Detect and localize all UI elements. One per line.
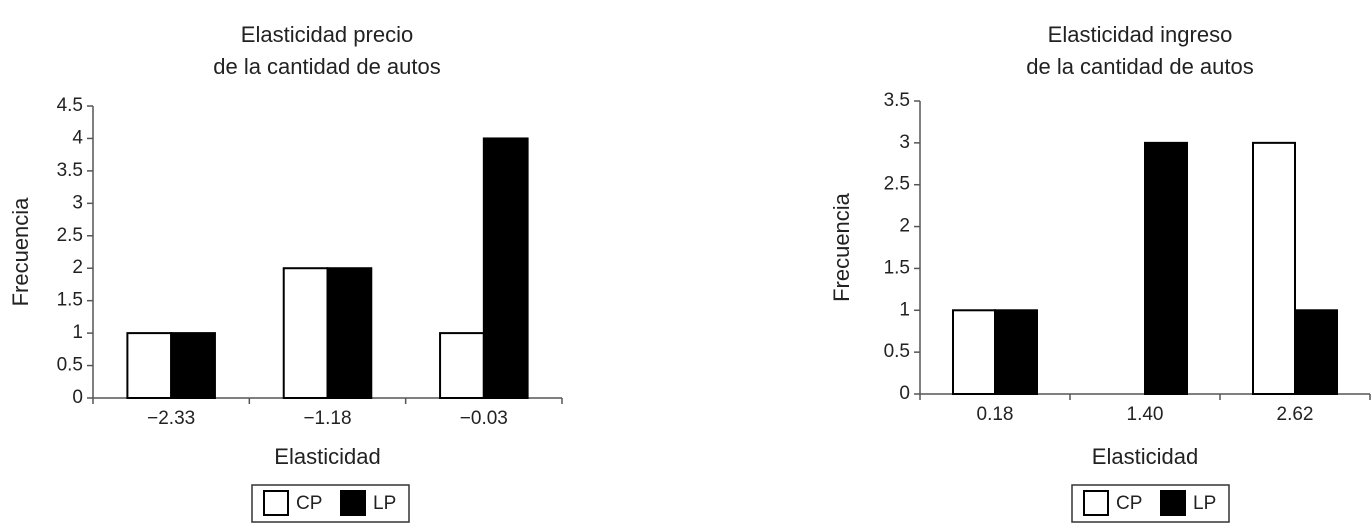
x-tick-label: 1.40 <box>1127 404 1164 425</box>
y-tick-label: 1 <box>899 299 910 320</box>
legend-swatch <box>340 490 366 516</box>
x-axis-title: Elasticidad <box>1092 444 1198 469</box>
y-tick-label: 0.5 <box>884 341 910 362</box>
bar <box>126 332 173 399</box>
y-tick-label: 2.5 <box>57 225 83 246</box>
y-tick-label: 4.5 <box>57 95 83 116</box>
x-tick-label: −2.33 <box>147 408 195 429</box>
legend-label: CP <box>1116 493 1142 514</box>
y-tick-label: 3 <box>72 192 83 213</box>
x-tick-label: 2.62 <box>1277 404 1314 425</box>
y-tick-label: 3.5 <box>57 160 83 181</box>
bar <box>282 267 329 399</box>
y-tick-label: 0 <box>72 387 83 408</box>
y-tick-label: 2.5 <box>884 174 910 195</box>
y-axis-title: Frecuencia <box>8 197 33 307</box>
y-tick-label: 1.5 <box>884 257 910 278</box>
legend-swatch <box>1083 490 1109 516</box>
chart-title: de la cantidad de autos <box>213 54 441 79</box>
y-tick-label: 3 <box>899 132 910 153</box>
x-tick-label: −0.03 <box>460 408 508 429</box>
bar <box>1294 309 1338 395</box>
y-tick-label: 2 <box>899 216 910 237</box>
chart-title: Elasticidad precio <box>241 22 413 47</box>
legend-label: CP <box>296 493 322 514</box>
y-tick-label: 2 <box>72 257 83 278</box>
bar <box>326 267 373 399</box>
y-tick-label: 3.5 <box>884 90 910 111</box>
y-tick-label: 0 <box>899 383 910 404</box>
y-axis-title: Frecuencia <box>829 192 854 302</box>
legend-swatch <box>263 490 289 516</box>
y-tick-label: 4 <box>72 127 83 148</box>
bar <box>952 309 996 395</box>
x-axis-title: Elasticidad <box>274 444 380 469</box>
x-tick-label: 0.18 <box>977 404 1014 425</box>
legend-swatch <box>1160 490 1186 516</box>
chart-title: de la cantidad de autos <box>1026 54 1254 79</box>
legend-box <box>1071 484 1230 523</box>
bar <box>1144 141 1188 395</box>
x-tick-label: −1.18 <box>303 408 351 429</box>
bar <box>994 309 1038 395</box>
legend-label: LP <box>1193 493 1216 514</box>
bar <box>482 137 529 399</box>
y-tick-label: 0.5 <box>57 355 83 376</box>
y-tick-label: 1 <box>72 322 83 343</box>
bar <box>439 332 485 399</box>
legend-label: LP <box>373 493 396 514</box>
bar <box>1252 141 1296 395</box>
y-tick-label: 1.5 <box>57 290 83 311</box>
legend-box <box>251 484 410 523</box>
chart-title: Elasticidad ingreso <box>1048 22 1233 47</box>
bar <box>170 332 216 399</box>
